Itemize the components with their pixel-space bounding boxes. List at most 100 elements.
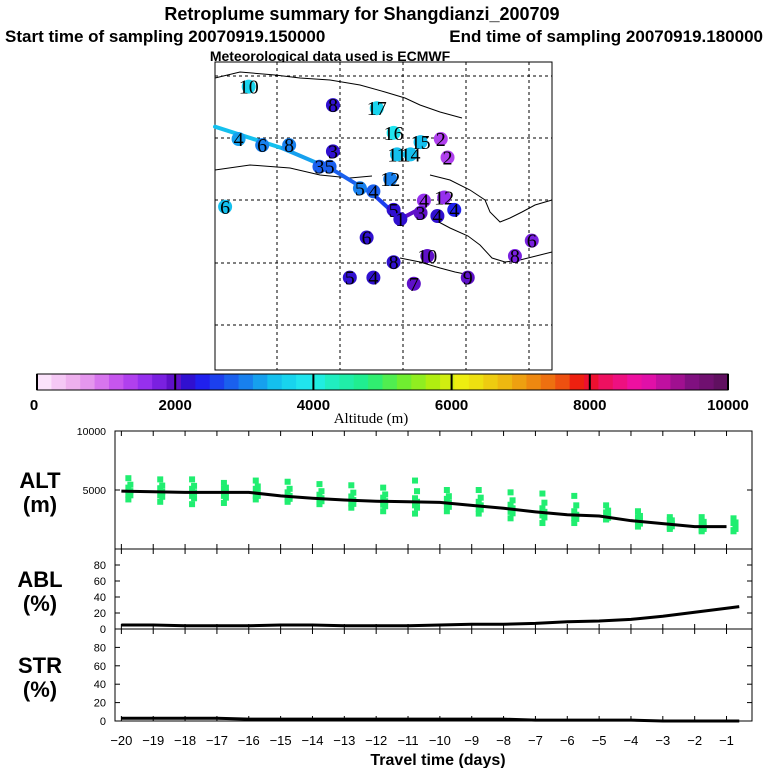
- altitude-point: [127, 481, 134, 488]
- colorbar-swatch: [382, 374, 398, 390]
- trajectory-label: 3: [328, 141, 338, 163]
- colorbar-swatch: [108, 374, 124, 390]
- map-frame: [214, 61, 553, 371]
- x-tick-label: −6: [560, 733, 575, 748]
- altitude-point: [125, 496, 132, 503]
- colorbar-tick-label: 8000: [573, 397, 606, 414]
- y-tick-label: 20: [94, 698, 106, 710]
- y-tick-label: 0: [100, 624, 106, 636]
- trajectory-marker: 8: [507, 246, 522, 268]
- trajectory-label: 5: [389, 200, 399, 222]
- altitude-point: [254, 483, 261, 490]
- y-tick-label: 10000: [77, 426, 106, 438]
- trajectory-label: 5: [355, 178, 365, 200]
- altitude-point: [541, 499, 548, 506]
- colorbar-swatch: [598, 374, 614, 390]
- trajectory-dot: [383, 172, 398, 187]
- trajectory-marker: 5: [352, 178, 367, 200]
- altitude-point: [603, 502, 610, 509]
- x-tick-label: −4: [624, 733, 639, 748]
- time-series-panels: 500010000ALT(m)020406080ABL(%)020406080S…: [17, 426, 753, 768]
- trajectory-dot: [507, 249, 522, 264]
- trajectory-label: 4: [368, 268, 378, 290]
- altitude-point: [571, 508, 578, 515]
- altitude-point: [445, 493, 452, 500]
- trajectory-dot: [389, 147, 404, 162]
- altitude-point: [348, 500, 355, 507]
- trajectory-marker: 8: [386, 252, 401, 274]
- figure-title: Retroplume summary for Shangdianzi_20070…: [164, 4, 559, 24]
- altitude-point: [380, 494, 387, 501]
- colorbar-swatch: [641, 374, 657, 390]
- trajectory-label: 4: [234, 129, 244, 151]
- trajectory-dot: [366, 184, 381, 199]
- colorbar-swatch: [267, 374, 283, 390]
- altitude-point: [475, 510, 482, 517]
- altitude-point: [571, 515, 578, 522]
- colorbar-swatch: [555, 374, 571, 390]
- altitude-point: [189, 492, 196, 499]
- x-tick-label: −9: [464, 733, 479, 748]
- altitude-point: [539, 512, 546, 519]
- trajectory-dot: [312, 159, 327, 174]
- trajectory-dot: [369, 101, 384, 116]
- trajectory-label: 10: [239, 77, 259, 99]
- trajectory-label: 9: [463, 268, 473, 290]
- trajectory-label: 2: [436, 129, 446, 151]
- colorbar-swatch: [353, 374, 369, 390]
- x-tick-label: −16: [238, 733, 260, 748]
- panel-ylabel-unit: (%): [23, 591, 57, 616]
- trajectory-dot: [437, 190, 452, 205]
- coastline-north: [214, 71, 463, 119]
- trajectory-label: 1: [395, 209, 405, 231]
- panel-ylabel-name: STR: [18, 653, 62, 678]
- colorbar-swatch: [440, 374, 455, 390]
- colorbar-swatch: [324, 374, 340, 390]
- trajectory-marker: 4: [447, 200, 462, 222]
- altitude-point: [125, 491, 132, 498]
- trajectory-label: 4: [368, 181, 378, 203]
- trajectory-dot: [440, 150, 455, 165]
- altitude-point: [412, 502, 419, 509]
- met-data-label: Meteorological data used is ECMWF: [210, 48, 451, 64]
- panel-ylabel-name: ALT: [19, 468, 61, 493]
- trajectory-marker: 5: [342, 268, 357, 290]
- altitude-point: [668, 517, 675, 524]
- colorbar-swatch: [699, 374, 715, 390]
- trajectory-dot: [430, 209, 445, 223]
- panel-alt: 5000 10000 ALT(m): [19, 426, 753, 550]
- altitude-point: [443, 502, 450, 509]
- trajectory-marker: 1: [393, 209, 408, 231]
- x-axis-title: Travel time (days): [370, 752, 505, 768]
- trajectory-label: 16: [384, 123, 404, 145]
- trajectory-marker: 9: [460, 268, 475, 290]
- colorbar-swatch: [713, 374, 729, 390]
- altitude-point: [382, 491, 389, 498]
- altitude-point: [475, 498, 482, 505]
- altitude-point: [252, 477, 259, 484]
- altitude-point: [125, 475, 132, 482]
- altitude-point: [698, 527, 705, 534]
- colorbar-swatch: [180, 374, 196, 390]
- trajectory-label: 3: [314, 157, 324, 179]
- colorbar-swatch: [238, 374, 254, 390]
- altitude-point: [348, 482, 355, 489]
- colorbar-swatch: [612, 374, 628, 390]
- trajectory-marker: 10: [239, 77, 259, 99]
- trajectory-dot: [406, 276, 421, 291]
- altitude-point: [475, 505, 482, 512]
- trajectory-dot: [524, 233, 539, 248]
- altitude-point: [634, 521, 641, 528]
- trajectory-marker: 4: [430, 206, 445, 228]
- altitude-point: [316, 498, 323, 505]
- trajectory-marker: 8: [282, 135, 297, 157]
- altitude-colorbar: 0 2000 4000 6000 8000 10000: [30, 373, 749, 414]
- colorbar-swatch: [656, 374, 671, 390]
- trajectory-marker: 4: [366, 181, 381, 203]
- trajectory-marker: 3: [413, 203, 428, 225]
- colorbar-swatch: [526, 374, 542, 390]
- trajectory-marker: 2: [440, 147, 455, 169]
- y-tick-label: 20: [94, 608, 106, 620]
- altitude-point: [414, 488, 421, 495]
